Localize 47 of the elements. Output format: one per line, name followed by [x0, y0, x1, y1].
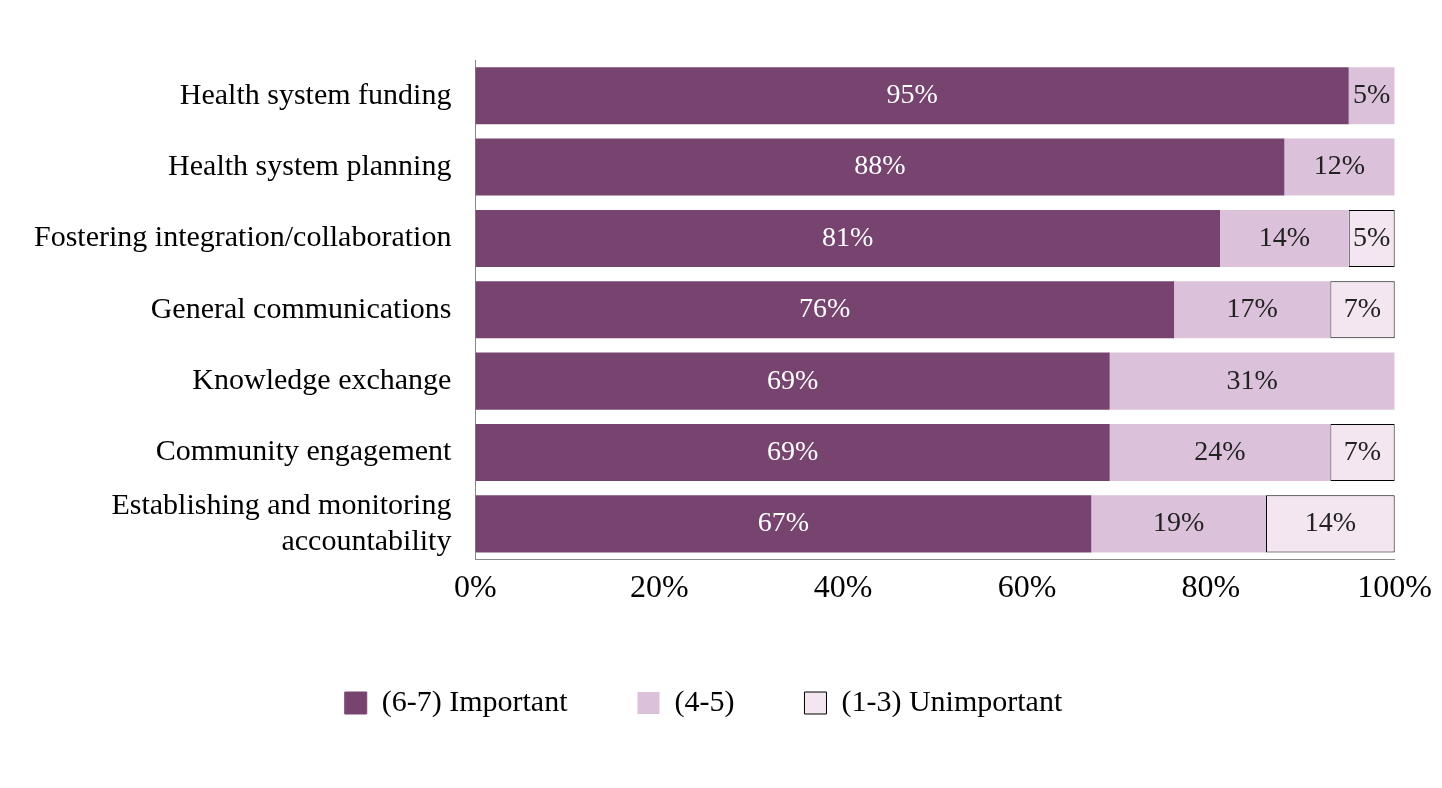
y-tick-label: General communications: [150, 290, 452, 324]
bar: [1220, 209, 1349, 267]
data-label: 12%: [1313, 149, 1366, 181]
bar: [475, 281, 1175, 339]
data-label: 69%: [766, 363, 819, 395]
data-label: 24%: [1194, 434, 1246, 466]
x-tick-label: 20%: [629, 568, 689, 605]
bar: [1109, 423, 1331, 482]
bar: [475, 423, 1110, 482]
data-label: 7%: [1343, 292, 1382, 324]
data-label: 7%: [1343, 434, 1382, 466]
data-label: 76%: [799, 292, 851, 324]
data-label: 88%: [854, 149, 906, 181]
data-label: 31%: [1226, 363, 1278, 395]
x-tick-label: 40%: [813, 568, 873, 605]
bar: [475, 495, 1092, 553]
legend-label: (4-5): [674, 683, 735, 718]
data-label: 19%: [1152, 506, 1205, 538]
x-tick-label: 60%: [997, 568, 1057, 605]
bar: [1091, 495, 1266, 553]
data-label: 67%: [757, 506, 810, 538]
data-label: 81%: [822, 220, 874, 252]
y-tick-label: Knowledge exchange: [192, 362, 452, 396]
bar: [1284, 138, 1395, 196]
x-tick-label: 100%: [1357, 568, 1432, 605]
bar: [475, 352, 1110, 410]
bar: [475, 138, 1285, 196]
x-tick-label: 80%: [1181, 568, 1241, 605]
data-label: 14%: [1304, 506, 1356, 538]
data-label: 69%: [766, 434, 819, 466]
data-label: 14%: [1258, 220, 1311, 252]
bar: [475, 209, 1221, 267]
y-tick-label: Establishing and monitoring accountability: [111, 486, 452, 556]
y-tick-label: Health system funding: [179, 76, 452, 110]
data-label: 95%: [886, 78, 938, 110]
data-label: 5%: [1353, 78, 1391, 110]
bar: [1109, 352, 1395, 410]
legend-label: (1-3) Unimportant: [841, 683, 1063, 718]
bar: [475, 67, 1349, 125]
y-tick-label: Fostering integration/collaboration: [33, 219, 452, 253]
x-tick-label: 0%: [454, 568, 497, 605]
bar: [1174, 281, 1331, 339]
legend-label: (6-7) Important: [381, 683, 569, 718]
y-tick-label: Health system planning: [168, 147, 452, 181]
data-label: 17%: [1226, 292, 1278, 324]
data-label: 5%: [1353, 220, 1391, 252]
y-tick-label: Community engagement: [155, 433, 453, 467]
